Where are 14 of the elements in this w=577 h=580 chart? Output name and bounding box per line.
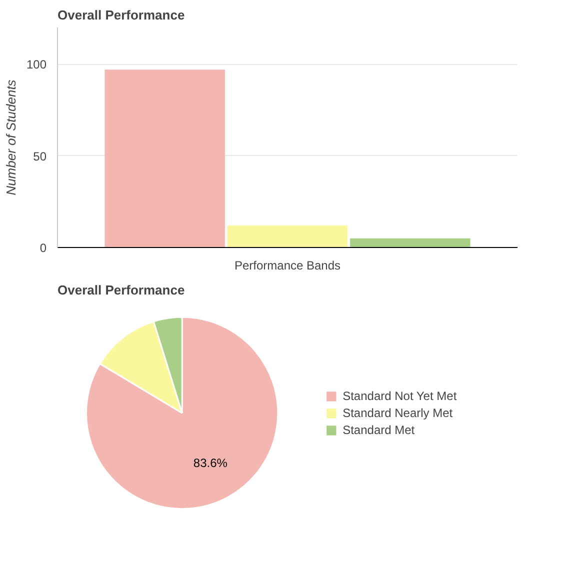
y-axis-title: Number of Students <box>3 79 18 196</box>
x-tick-label: Performance Bands <box>234 258 341 272</box>
bar <box>104 70 225 248</box>
data-label: 83.6% <box>193 456 228 470</box>
chart-title: Overall Performance <box>58 8 185 22</box>
y-tick-label: 50 <box>33 149 47 164</box>
chart-title: Overall Performance <box>58 282 185 298</box>
y-tick-label: 0 <box>40 241 47 255</box>
legend-label: Standard Not Yet Met <box>342 388 457 402</box>
legend-label: Standard Met <box>342 422 415 436</box>
bar <box>350 238 470 248</box>
y-tick-label: 100 <box>26 58 47 72</box>
legend-label: Standard Nearly Met <box>342 406 453 420</box>
bar <box>227 226 348 248</box>
